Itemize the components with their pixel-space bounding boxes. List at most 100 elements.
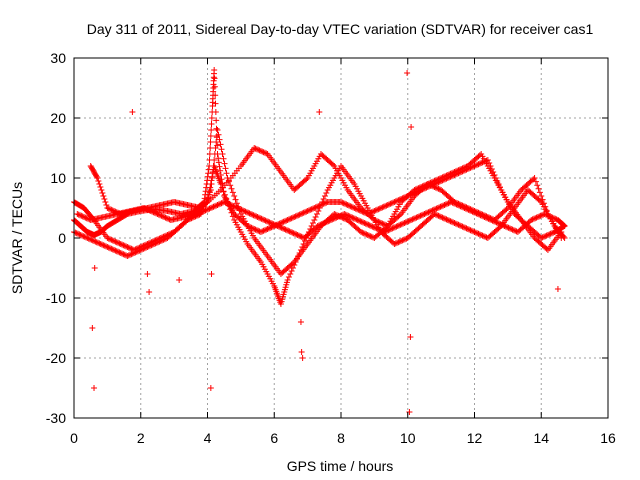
data-point — [388, 226, 395, 232]
data-point — [102, 199, 109, 205]
data-point — [321, 193, 328, 199]
data-point — [329, 161, 336, 168]
data-point — [456, 222, 463, 229]
data-point — [474, 211, 481, 217]
data-point — [246, 210, 253, 217]
data-point — [440, 173, 447, 180]
data-point — [351, 205, 358, 211]
data-point — [97, 241, 104, 247]
data-point — [104, 244, 111, 250]
data-point — [309, 220, 316, 226]
data-point — [115, 248, 122, 255]
data-point — [148, 242, 155, 249]
data-point — [93, 239, 100, 246]
data-point — [538, 212, 545, 219]
data-point — [470, 209, 477, 216]
data-point — [319, 220, 326, 227]
chart-title: Day 311 of 2011, Sidereal Day-to-day VTE… — [87, 21, 594, 37]
data-point — [88, 236, 95, 243]
data-point — [202, 207, 209, 214]
data-point — [157, 238, 164, 244]
data-point — [437, 203, 444, 210]
data-points — [71, 67, 568, 415]
data-point — [257, 148, 264, 154]
data-point — [342, 211, 349, 218]
data-point — [105, 244, 112, 251]
data-point — [213, 125, 220, 132]
data-point — [275, 223, 282, 230]
data-point — [486, 160, 493, 166]
data-point — [214, 202, 221, 208]
data-point — [372, 217, 379, 224]
data-point — [195, 210, 202, 217]
data-point — [435, 212, 442, 219]
data-point — [455, 167, 462, 174]
data-point — [428, 182, 435, 189]
data-point — [288, 215, 295, 222]
data-point — [300, 209, 307, 216]
data-point — [464, 206, 471, 213]
data-point — [345, 212, 352, 219]
data-point — [111, 247, 118, 253]
data-point — [267, 220, 274, 226]
data-point — [300, 241, 307, 247]
data-point — [281, 218, 288, 225]
data-point — [207, 184, 214, 191]
data-point — [216, 163, 223, 170]
data-point — [475, 161, 482, 168]
outlier-point — [404, 70, 411, 76]
data-point — [390, 224, 397, 231]
data-point — [94, 175, 101, 181]
data-point — [392, 240, 399, 247]
data-point — [121, 242, 128, 249]
outlier-point — [91, 265, 98, 271]
data-point — [101, 196, 108, 202]
data-point — [394, 223, 401, 229]
data-point — [440, 215, 447, 222]
data-point — [460, 164, 467, 171]
data-point — [418, 212, 425, 219]
data-point — [213, 117, 220, 124]
data-point — [452, 220, 459, 227]
data-point — [371, 208, 378, 214]
data-point — [217, 167, 224, 174]
data-point — [416, 213, 423, 220]
data-point — [255, 227, 262, 234]
data-point — [217, 200, 224, 207]
data-point — [291, 262, 298, 268]
outlier-point — [89, 325, 96, 331]
data-point — [395, 239, 402, 246]
data-point — [469, 208, 476, 215]
data-point — [431, 184, 438, 190]
data-point — [287, 271, 294, 277]
data-point — [387, 200, 394, 207]
data-point — [479, 232, 486, 239]
data-point — [417, 212, 424, 219]
data-point — [261, 227, 268, 234]
data-point — [358, 218, 365, 225]
data-point — [253, 146, 260, 153]
data-point — [267, 224, 274, 231]
data-point — [277, 224, 284, 231]
data-point — [219, 151, 226, 157]
data-point — [87, 236, 94, 243]
data-point — [116, 240, 123, 247]
data-point — [444, 217, 451, 223]
data-point — [252, 226, 259, 233]
data-point — [161, 236, 168, 243]
data-point — [450, 169, 457, 176]
data-point — [374, 206, 381, 213]
data-point — [165, 215, 172, 222]
data-point — [441, 202, 448, 208]
data-point — [346, 213, 353, 220]
data-point — [119, 250, 126, 257]
data-point — [254, 214, 261, 220]
data-point — [251, 145, 258, 151]
data-point — [426, 181, 433, 188]
data-point — [73, 230, 80, 237]
data-point — [317, 202, 324, 208]
data-point — [211, 67, 218, 73]
data-point — [376, 219, 383, 226]
data-point — [327, 217, 334, 223]
data-point — [252, 145, 259, 152]
